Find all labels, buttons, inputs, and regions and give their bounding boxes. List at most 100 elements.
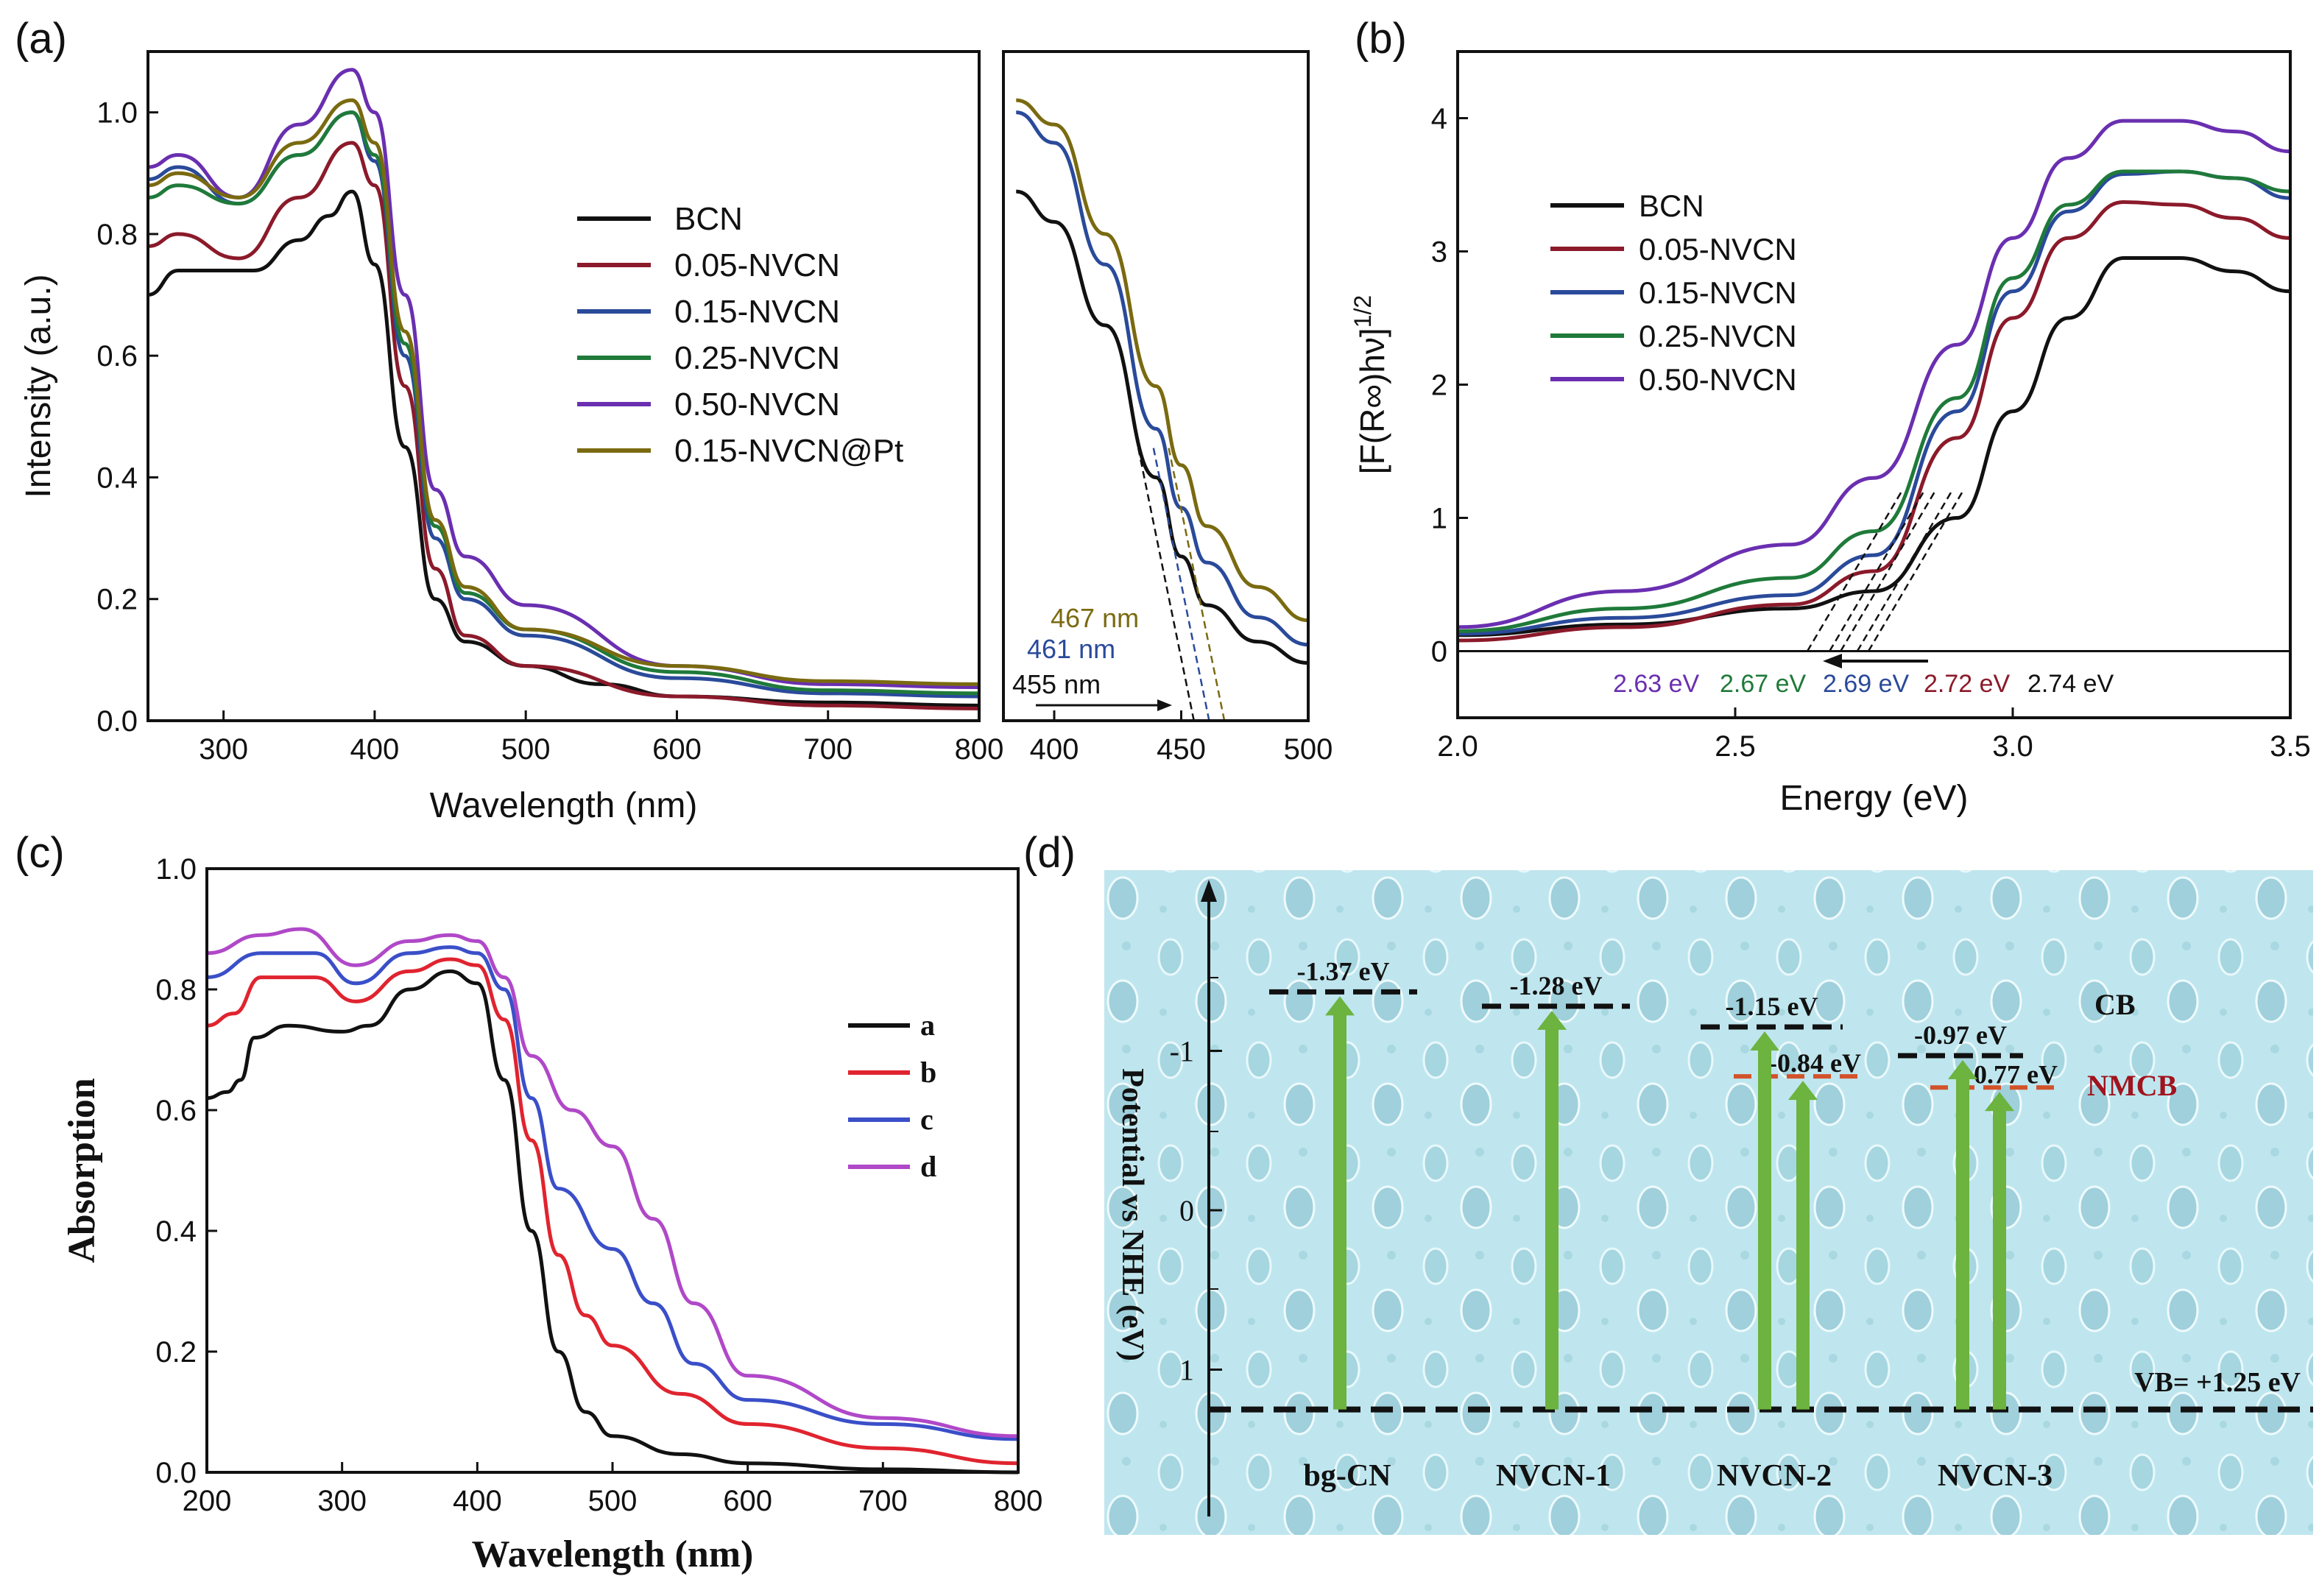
panel-label-c: (c) [15, 829, 65, 877]
tangent-line [1856, 490, 1953, 652]
series-line-a [206, 969, 1019, 1475]
y-tick-label: 0 [1431, 636, 1447, 668]
x-tick-label: 200 [183, 1485, 232, 1517]
y-tick-label: 4 [1431, 103, 1447, 135]
series-line-0.25-NVCN [1457, 169, 2291, 633]
x-tick-label: 400 [1030, 733, 1079, 766]
arrow-up-icon [1537, 1010, 1567, 1030]
series-line-d [206, 927, 1019, 1438]
band-gap-annotation: 2.74 eV [2027, 670, 2114, 698]
excitation-arrow [1758, 1048, 1771, 1410]
x-tick-label: 400 [453, 1485, 502, 1517]
edge-annotation: 467 nm [1051, 603, 1139, 633]
cb-label: CB [2094, 988, 2136, 1021]
excitation-arrow [1796, 1097, 1810, 1410]
x-tick-label: 700 [803, 733, 853, 766]
arrow-up-icon [1948, 1059, 1977, 1079]
arrow-up-icon [1985, 1092, 2014, 1112]
nmcb-value-label: -0.77 eV [1965, 1059, 2058, 1089]
y-axis-label: Potential vs NHE (eV) [1115, 1068, 1149, 1361]
x-tick-label: 300 [317, 1485, 367, 1517]
band-gap-annotation: 2.67 eV [1720, 670, 1807, 698]
sample-NVCN-2: -1.15 eV -0.84 eV NVCN-2 [1701, 992, 1866, 1493]
legend-label: BCN [1639, 188, 1704, 223]
x-tick-label: 3.0 [1992, 730, 2033, 763]
x-tick-label: 2.0 [1437, 730, 1478, 763]
y-tick-label: 1.0 [155, 853, 197, 886]
series-line-c [206, 945, 1019, 1441]
arrow-up-icon [1750, 1031, 1779, 1051]
legend-label: 0.05-NVCN [674, 247, 840, 283]
y-axis-label-main: [F(R∞)hν] [1353, 328, 1391, 474]
y-tick-label: 3 [1431, 236, 1447, 269]
band-gap-annotation: 2.63 eV [1613, 670, 1700, 698]
y-axis-label: [F(R∞)hν]1/2 [1349, 295, 1391, 474]
tangent-line [1867, 490, 1964, 652]
excitation-arrow [1545, 1026, 1559, 1410]
legend-label: 0.05-NVCN [1639, 232, 1797, 266]
series-line-b [206, 957, 1019, 1466]
sample-NVCN-1: -1.28 eV NVCN-1 [1482, 971, 1630, 1493]
sample-name-label: bg-CN [1303, 1459, 1391, 1493]
legend-label: 0.15-NVCN [674, 294, 840, 330]
y-tick-label: -1 [1170, 1035, 1194, 1068]
series-line-BCN [1457, 256, 2291, 638]
x-tick-label: 400 [350, 733, 400, 766]
tangent-line [1829, 490, 1925, 652]
y-axis-label: Absorption [61, 1078, 103, 1263]
sample-name-label: NVCN-2 [1717, 1459, 1832, 1493]
panel-label-d: (d) [1023, 829, 1076, 877]
x-tick-label: 2.5 [1715, 730, 1756, 763]
inset-series-line [1015, 189, 1308, 665]
legend-label: c [920, 1103, 933, 1136]
y-tick-label: 0.6 [155, 1095, 197, 1127]
legend-label: d [920, 1150, 936, 1183]
y-tick-label: 1 [1179, 1354, 1194, 1387]
arrow-up-icon [1325, 996, 1355, 1016]
excitation-arrow [1993, 1108, 2006, 1410]
sample-NVCN-3: -0.97 eV -0.77 eV NVCN-3 [1898, 1020, 2058, 1493]
x-axis-label: Energy (eV) [1779, 779, 1968, 818]
y-tick-label: 0.6 [96, 340, 138, 372]
x-tick-label: 600 [652, 733, 702, 766]
panel-label-a: (a) [15, 15, 67, 63]
y-tick-label: 1.0 [96, 97, 138, 130]
y-tick-label: 0.0 [96, 705, 138, 738]
x-tick-label: 300 [199, 733, 248, 766]
series-line-0.15-NVCN@Pt [147, 98, 980, 686]
panel-c: (c) 200 300 400 500 600 700 800 0.0 0.2 0.4 0.6 0.8 1… [15, 829, 1042, 1575]
legend-label: a [920, 1009, 935, 1042]
y-tick-label: 0 [1179, 1194, 1194, 1227]
y-tick-label: 0.2 [155, 1336, 197, 1369]
y-tick-label: 0.2 [96, 584, 138, 616]
panel-a: (a) 300 400 500 600 700 800 0.0 0.2 0.4 0.6 0.8 1.0 W… [15, 15, 1003, 825]
tangent-line [1840, 490, 1936, 652]
series-line-0.25-NVCN [147, 110, 980, 696]
cb-value-label: -0.97 eV [1914, 1020, 2007, 1050]
x-tick-label: 500 [1284, 733, 1333, 766]
panel-d: (d) -1 0 1 Potential vs NHE (eV) VB= +1.25 eV… [1023, 829, 2313, 1535]
series-line-0.15-NVCN [1457, 169, 2291, 636]
inset-series-line [1015, 98, 1308, 623]
x-tick-label: 800 [955, 733, 1004, 766]
x-tick-label: 500 [501, 733, 551, 766]
plot-frame-inset [1002, 50, 1310, 722]
y-tick-label: 1 [1431, 503, 1447, 535]
y-tick-label: 2 [1431, 370, 1447, 402]
x-tick-label: 700 [858, 1485, 908, 1517]
y-tick-label: 0.4 [155, 1215, 197, 1248]
plot-frame-a [147, 50, 981, 722]
series-line-0.05-NVCN [1457, 200, 2291, 643]
panel-label-b: (b) [1355, 15, 1407, 63]
legend-label: BCN [674, 201, 743, 237]
tangent-line [1152, 446, 1210, 721]
sample-name-label: NVCN-1 [1496, 1459, 1611, 1493]
y-tick-label: 0.8 [155, 974, 197, 1006]
arrow-up-icon [1788, 1081, 1818, 1101]
band-gap-annotation: 2.72 eV [1924, 670, 2011, 698]
x-axis-label: Wavelength (nm) [430, 786, 698, 825]
y-axis-label-text: [F(R∞)hν]1/2 [1349, 295, 1391, 474]
edge-annotation: 455 nm [1012, 669, 1101, 699]
